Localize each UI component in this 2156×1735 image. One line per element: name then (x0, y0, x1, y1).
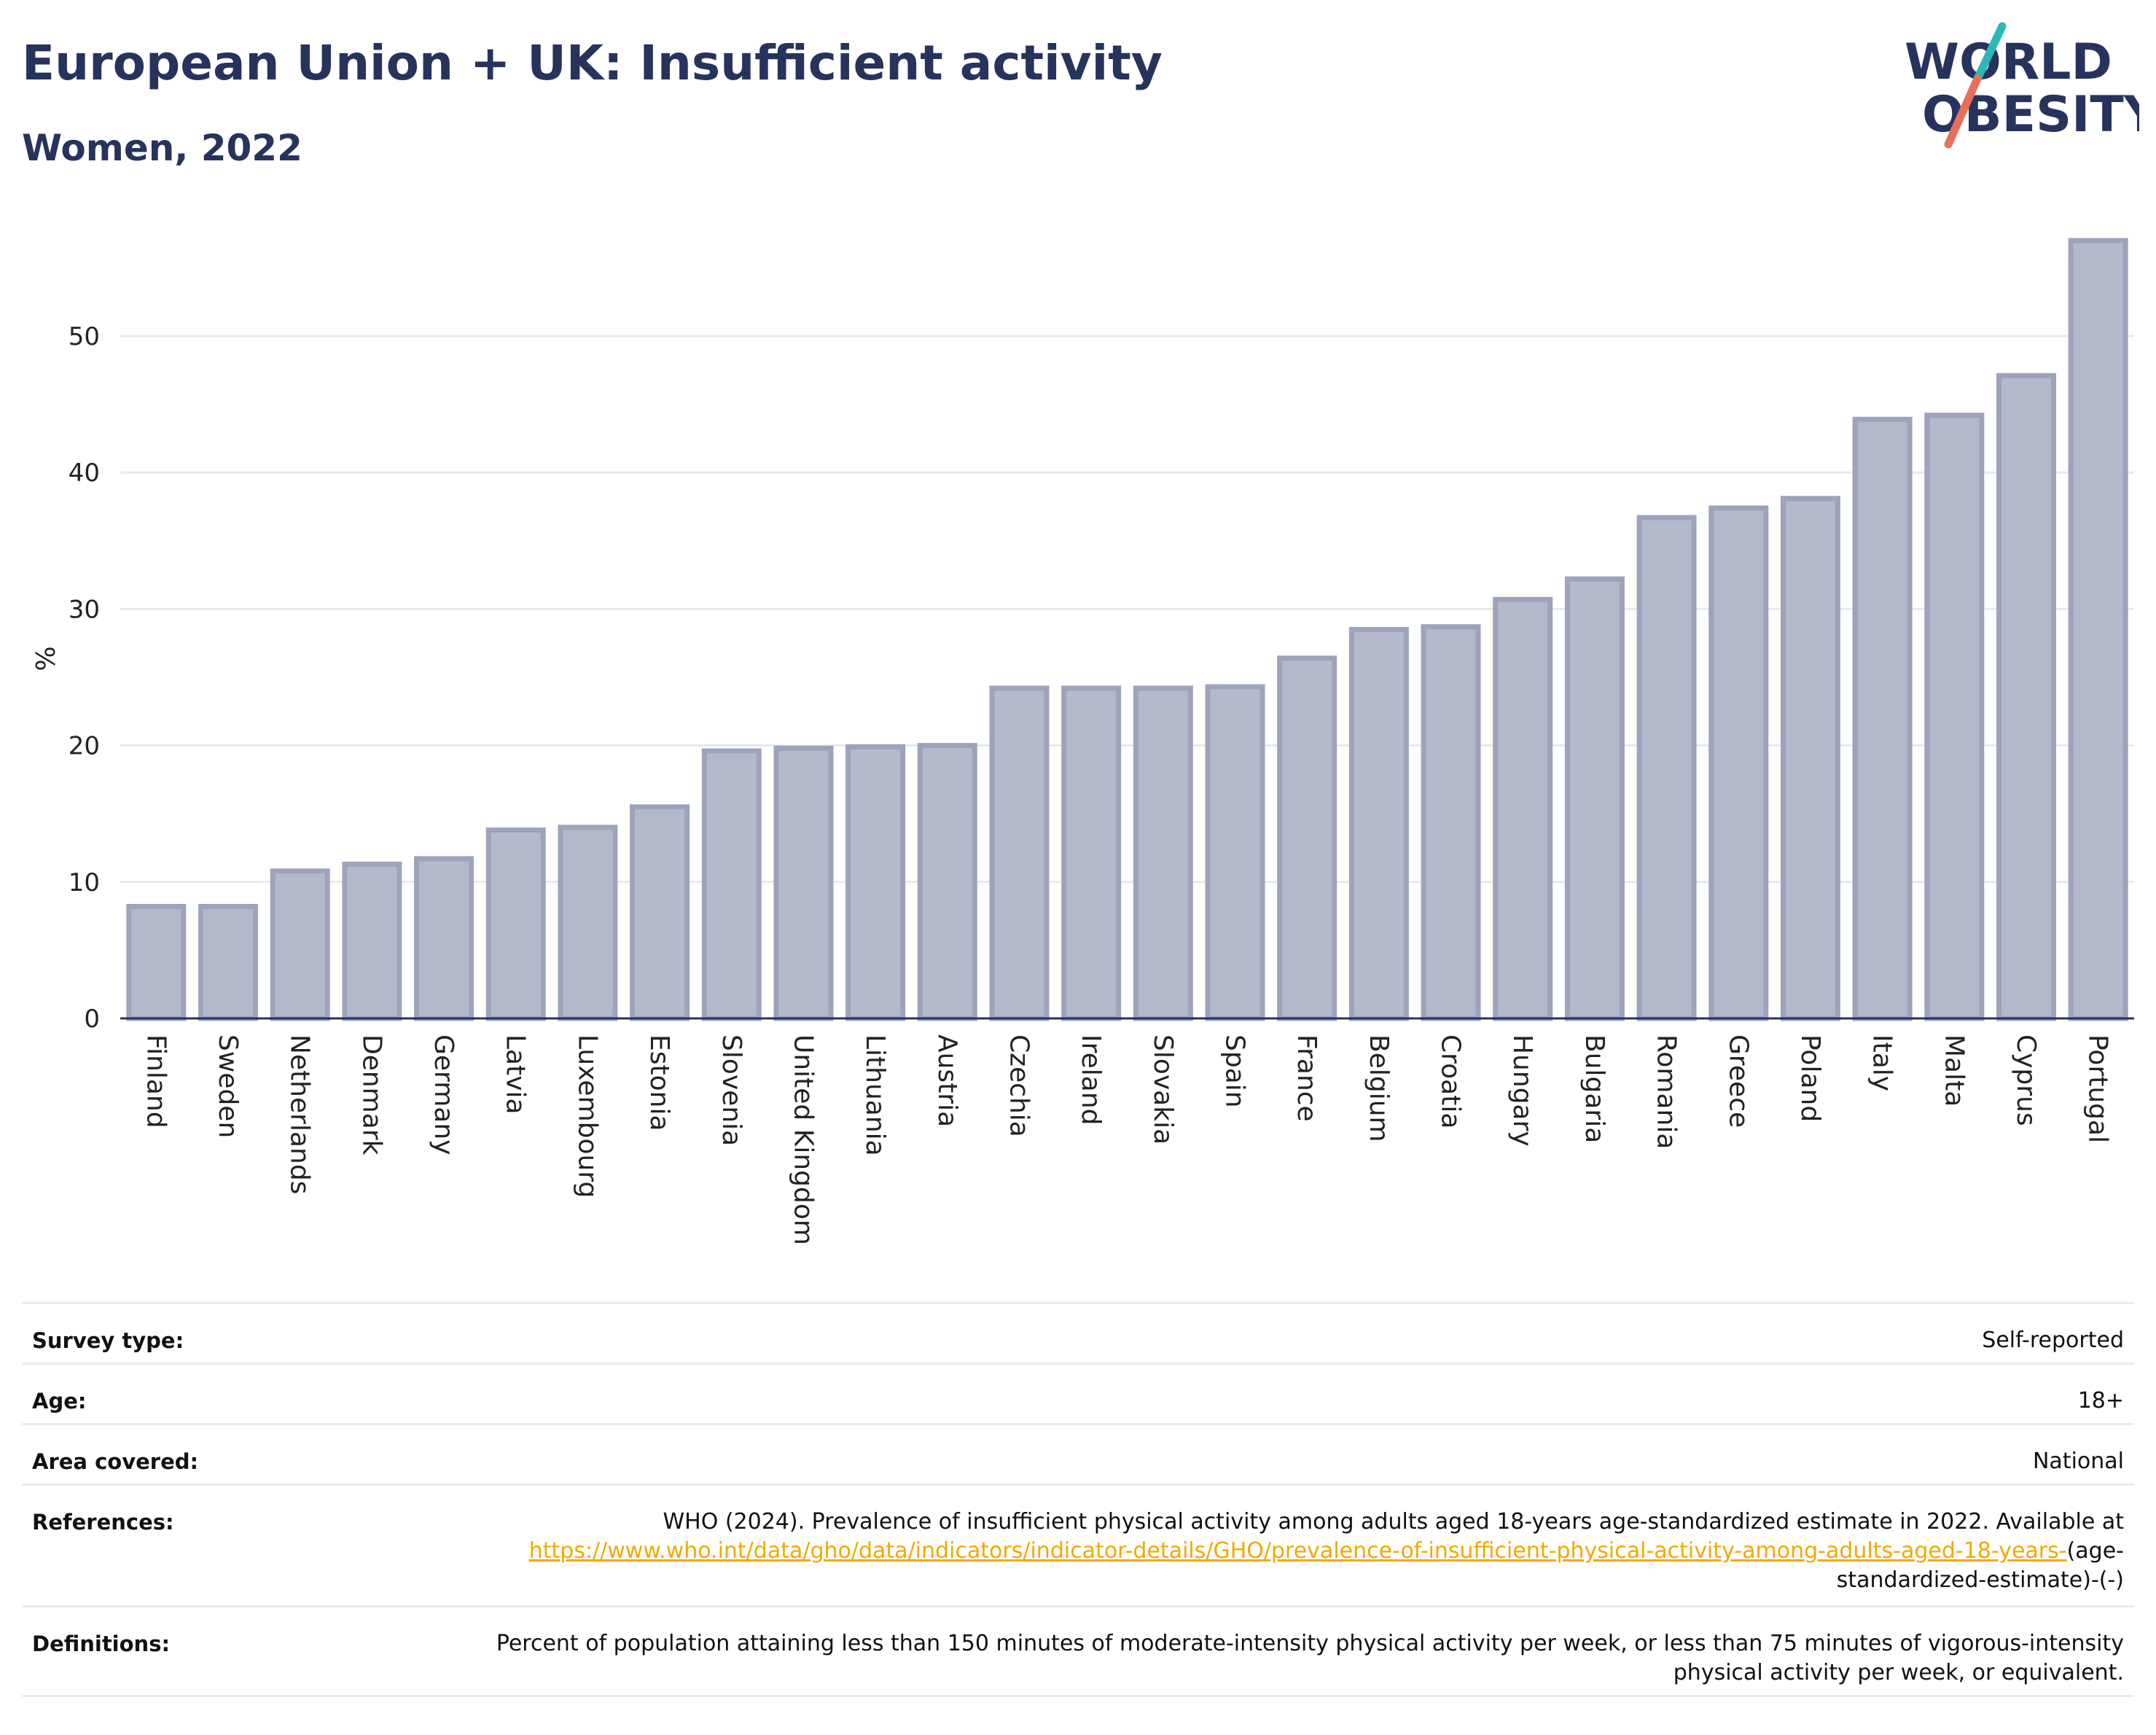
x-tick-label: Greece (1723, 1034, 1753, 1128)
info-value: National (2032, 1449, 2124, 1474)
bar (630, 804, 690, 1021)
bar (1421, 624, 1481, 1021)
bar (270, 868, 330, 1021)
y-tick-label: 50 (69, 322, 100, 351)
bar (485, 827, 546, 1021)
x-tick-label: Portugal (2083, 1034, 2113, 1143)
bar (773, 745, 834, 1021)
bar (1564, 576, 1625, 1021)
bar (126, 904, 187, 1021)
x-tick-label: Sweden (213, 1034, 243, 1138)
y-tick-label: 40 (69, 459, 100, 488)
bar (917, 743, 977, 1021)
info-label: Age: (32, 1389, 87, 1414)
info-row-area-covered: Area covered: National (22, 1423, 2134, 1483)
bar (198, 904, 259, 1021)
bar (1277, 655, 1337, 1021)
x-tick-label: Netherlands (285, 1034, 315, 1194)
x-tick-label: France (1292, 1034, 1321, 1122)
x-tick-label: Slovenia (716, 1034, 746, 1146)
bar (989, 685, 1050, 1021)
x-tick-label: Poland (1795, 1034, 1825, 1122)
bar (845, 744, 906, 1021)
x-tick-label: Luxembourg (572, 1034, 602, 1198)
logo-slash-top (1973, 22, 2007, 83)
bar (1348, 627, 1409, 1021)
x-tick-label: Hungary (1507, 1034, 1537, 1147)
bar (1708, 505, 1769, 1021)
x-tick-label: Austria (932, 1034, 962, 1127)
chart-title: European Union + UK: Insufficient activi… (22, 35, 1163, 91)
x-tick-label: United Kingdom (788, 1034, 818, 1245)
y-axis-label: % (31, 646, 61, 671)
bar-chart: 0 10 20 30 40 50% Finland Sweden Netherlands Denm… (31, 238, 2134, 1245)
x-tick-label: Bulgaria (1579, 1034, 1609, 1143)
logo-word-world: WORLD (1905, 34, 2112, 91)
x-tick-label: Belgium (1364, 1034, 1394, 1142)
x-tick-label: Spain (1220, 1034, 1250, 1108)
x-tick-label: Lithuania (860, 1034, 890, 1156)
x-tick-label: Cyprus (2011, 1034, 2041, 1126)
bar (1924, 413, 1985, 1021)
reference-link[interactable]: https://www.who.int/data/gho/data/indica… (528, 1538, 2067, 1564)
y-tick-label: 20 (69, 732, 100, 761)
x-tick-label: Czechia (1004, 1034, 1034, 1137)
x-tick-label: Finland (141, 1034, 171, 1128)
info-value: Percent of population attaining less tha… (496, 1631, 2124, 1685)
info-row-age: Age: 18+ (22, 1362, 2134, 1423)
bar (1996, 373, 2056, 1021)
x-tick-label: Croatia (1436, 1034, 1466, 1128)
info-label: Definitions: (32, 1631, 171, 1656)
bar (1205, 684, 1265, 1021)
info-row-definitions: Definitions: Percent of population attai… (22, 1605, 2134, 1697)
logo-slash-bottom (1944, 74, 1982, 149)
info-label: Area covered: (32, 1449, 199, 1474)
y-tick-label: 30 (69, 595, 100, 624)
bar (558, 824, 618, 1021)
info-label: References: (32, 1510, 174, 1535)
x-tick-label: Denmark (356, 1034, 386, 1155)
bar (701, 748, 762, 1021)
bar (1780, 496, 1840, 1021)
x-tick-label: Romania (1652, 1034, 1682, 1149)
reference-text: WHO (2024). Prevalence of insufficient p… (663, 1509, 2124, 1535)
info-row-references: References: WHO (2024). Prevalence of in… (22, 1483, 2134, 1605)
x-tick-label: Germany (429, 1034, 458, 1155)
bar (342, 861, 402, 1021)
x-tick-label: Ireland (1076, 1034, 1106, 1126)
info-row-survey-type: Survey type: Self-reported (22, 1302, 2134, 1362)
info-value: 18+ (2077, 1388, 2124, 1414)
reference-suffix: (age-standardized-estimate)-(-) (1836, 1538, 2124, 1593)
bar (1636, 515, 1697, 1021)
info-table: Survey type: Self-reported Age: 18+ Area… (22, 1302, 2134, 1697)
bar (1493, 596, 1553, 1021)
y-tick-label: 0 (84, 1005, 100, 1034)
chart-subtitle: Women, 2022 (22, 127, 302, 169)
bar (1061, 685, 1122, 1021)
x-tick-label: Italy (1867, 1034, 1897, 1091)
bar (2068, 238, 2128, 1021)
info-label: Survey type: (32, 1328, 184, 1353)
world-obesity-logo: WORLD OBESITY (1905, 22, 2139, 149)
x-tick-label: Estonia (644, 1034, 674, 1131)
bar (414, 856, 474, 1021)
info-value: Self-reported (1982, 1327, 2124, 1353)
info-value: WHO (2024). Prevalence of insufficient p… (484, 1508, 2124, 1595)
x-tick-label: Slovakia (1148, 1034, 1178, 1145)
y-tick-label: 10 (69, 868, 100, 897)
bar (1133, 685, 1193, 1021)
bar (1852, 416, 1913, 1021)
x-tick-label: Latvia (501, 1034, 531, 1115)
x-tick-label: Malta (1939, 1034, 1969, 1107)
